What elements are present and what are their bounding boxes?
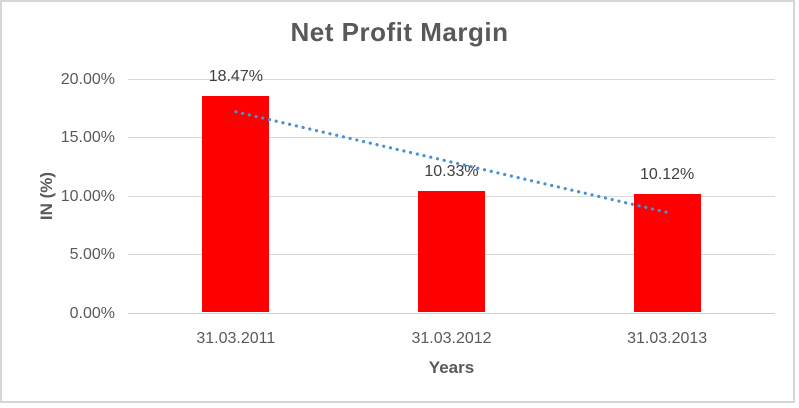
y-tick-label: 15.00%	[60, 129, 115, 146]
x-tick-label: 31.03.2012	[411, 330, 492, 347]
bar-31.03.2012	[418, 191, 485, 312]
y-tick-label: 5.00%	[69, 246, 115, 263]
gridline-15	[128, 137, 775, 138]
x-tick-label: 31.03.2013	[627, 330, 708, 347]
x-tick-label: 31.03.2011	[196, 330, 276, 347]
x-axis-title: Years	[428, 358, 475, 377]
y-tick-label: 20.00%	[60, 70, 115, 88]
plot-area: 20.00% 15.00% 10.00% 5.00% 0.00% 18.47% 31.03.…	[61, 68, 775, 347]
chart-title: Net Profit Margin	[290, 17, 509, 47]
y-tick-label: 0.00%	[69, 304, 115, 322]
bar-value-label: 10.12%	[640, 165, 695, 183]
y-tick-label: 10.00%	[60, 187, 115, 205]
gridline-0	[128, 312, 775, 314]
trendline-dotted	[234, 110, 669, 214]
bar-31.03.2013	[633, 193, 701, 312]
bar-value-label: 10.33%	[424, 163, 479, 181]
bar-value-label: 18.47%	[208, 67, 263, 85]
gridline-20	[128, 78, 775, 80]
bar-31.03.2011	[202, 95, 270, 312]
